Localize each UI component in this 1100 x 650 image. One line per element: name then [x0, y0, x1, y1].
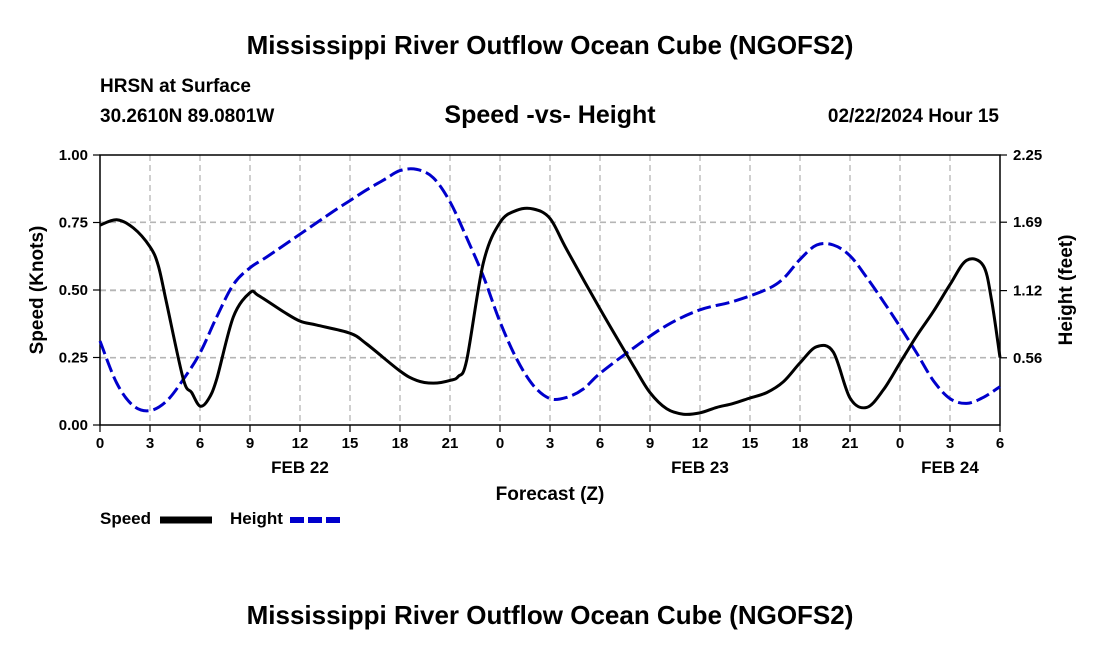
x-tick-label: 9	[246, 435, 254, 452]
x-tick-label: 21	[842, 435, 859, 452]
x-tick-label: 6	[596, 435, 604, 452]
x-tick-label: 15	[342, 435, 359, 452]
data-series	[98, 167, 1002, 416]
y-tick-label: 0.50	[59, 282, 88, 299]
axes	[93, 154, 1007, 432]
grid-lines	[100, 155, 1000, 425]
date-label: FEB 23	[671, 458, 729, 477]
date-label: FEB 22	[271, 458, 329, 477]
x-tick-label: 0	[496, 435, 504, 452]
speed-series-line	[99, 206, 1002, 416]
x-tick-label: 6	[196, 435, 204, 452]
legend-speed-label: Speed	[100, 509, 152, 528]
x-tick-label: 12	[692, 435, 709, 452]
x-tick-label: 6	[996, 435, 1004, 452]
y2-tick-label: 1.69	[1013, 214, 1042, 231]
y2-tick-label: 0.56	[1013, 350, 1042, 367]
y-tick-label: 1.00	[59, 147, 88, 164]
speed-height-chart: 0 3 6 9 12 15 18 21 0 3 6 9 12 15 18 21 0 3 6 0.00 0.25 0.50 0…	[27, 147, 1077, 505]
chart-subtitle: Speed -vs- Height	[444, 101, 656, 129]
x-axis-title: Forecast (Z)	[496, 484, 605, 505]
x-tick-label: 0	[896, 435, 904, 452]
legend-speed-swatch	[160, 516, 212, 524]
x-tick-label: 0	[96, 435, 104, 452]
x-tick-label: 21	[442, 435, 459, 452]
x-tick-label: 3	[546, 435, 554, 452]
axis-labels: 0 3 6 9 12 15 18 21 0 3 6 9 12 15 18 21 0 3 6 0.00 0.25 0.50 0…	[27, 147, 1077, 505]
date-label: FEB 24	[921, 458, 979, 477]
x-tick-label: 3	[146, 435, 154, 452]
legend-height-swatch	[290, 517, 342, 523]
x-tick-label: 3	[946, 435, 954, 452]
y-tick-label: 0.75	[59, 215, 88, 232]
forecast-date-label: 02/22/2024 Hour 15	[827, 106, 999, 127]
y2-tick-label: 2.25	[1013, 147, 1042, 164]
legend-height-label: Height	[230, 509, 283, 528]
x-tick-label: 15	[742, 435, 759, 452]
y2-tick-label: 1.12	[1013, 283, 1042, 300]
x-tick-label: 18	[792, 435, 809, 452]
x-tick-label: 9	[646, 435, 654, 452]
y-tick-label: 0.00	[59, 417, 88, 434]
footer-chart-title: Mississippi River Outflow Ocean Cube (NG…	[246, 600, 854, 630]
y-axis-title: Speed (Knots)	[27, 226, 48, 355]
x-tick-label: 12	[292, 435, 309, 452]
y-tick-label: 0.25	[59, 350, 88, 367]
chart-main-title: Mississippi River Outflow Ocean Cube (NG…	[246, 30, 854, 60]
coordinates-label: 30.2610N 89.0801W	[100, 106, 275, 127]
y2-axis-title: Height (feet)	[1056, 235, 1077, 346]
station-label: HRSN at Surface	[100, 76, 251, 97]
x-tick-label: 18	[392, 435, 409, 452]
